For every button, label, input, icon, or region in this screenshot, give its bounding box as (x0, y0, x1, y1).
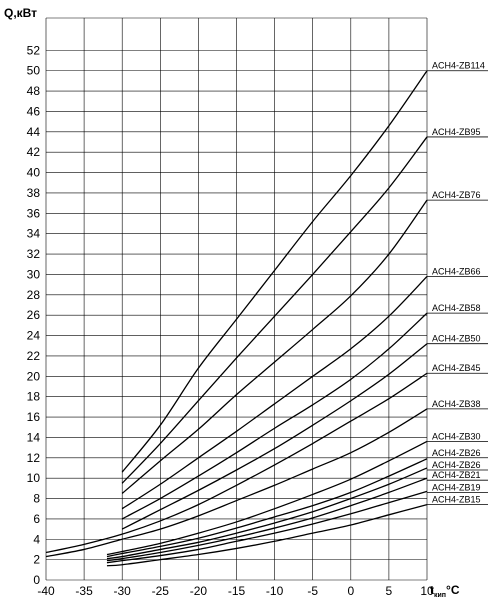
series-label: ACH4-ZB38 (432, 399, 481, 409)
x-tick-label: -30 (114, 584, 132, 598)
x-tick-label: -5 (307, 584, 318, 598)
y-tick-label: 6 (33, 512, 40, 526)
y-tick-label: 10 (27, 471, 41, 485)
y-tick-label: 48 (27, 84, 41, 98)
y-tick-label: 28 (27, 288, 41, 302)
y-tick-label: 12 (27, 451, 41, 465)
x-tick-label: -15 (228, 584, 246, 598)
series-label: ACH4-ZB45 (432, 363, 481, 373)
y-tick-label: 52 (27, 43, 41, 57)
x-axis-symbol: t (430, 583, 434, 597)
series-label: ACH4-ZB66 (432, 266, 481, 276)
series-line-ach4-zb15 (106, 504, 428, 567)
y-tick-label: 18 (27, 390, 41, 404)
x-tick-label: 0 (347, 584, 354, 598)
x-axis-subscript: кип (434, 592, 446, 599)
series-line-ach4-zb66 (121, 276, 428, 510)
y-tick-label: 50 (27, 64, 41, 78)
y-tick-label: 26 (27, 308, 41, 322)
x-tick-label: 10 (420, 584, 434, 598)
series-line-ach4-zb95 (121, 136, 428, 484)
series-label: ACH4-ZB58 (432, 303, 481, 313)
y-tick-label: 42 (27, 145, 41, 159)
series-line-ach4-zb58 (121, 312, 428, 520)
x-axis-title: tкип°C (430, 583, 460, 599)
series-line-ach4-zb76 (121, 199, 428, 494)
grid (45, 17, 428, 581)
series-line-ach4-zb38 (45, 408, 428, 558)
series-line-ach4-zb19 (106, 490, 428, 564)
y-tick-label: 38 (27, 186, 41, 200)
y-tick-label: 4 (33, 532, 40, 546)
series-label: ACH4-ZB76 (432, 190, 481, 200)
series-labels: ACH4-ZB114 ACH4-ZB95 ACH4-ZB76 ACH4-ZB66 ACH… (427, 61, 488, 506)
x-tick-label: -25 (152, 584, 170, 598)
y-tick-label: 0 (33, 573, 40, 587)
series-line-ach4-zb45 (45, 372, 428, 554)
series-line-ach4-zb26 (106, 467, 428, 560)
x-tick-label: -10 (266, 584, 284, 598)
y-tick-label: 40 (27, 166, 41, 180)
series-label: ACH4-ZB50 (432, 334, 481, 344)
y-tick-label: 32 (27, 247, 41, 261)
series-label: ACH4-ZB30 (432, 431, 481, 441)
x-tick-label: 5 (386, 584, 393, 598)
y-tick-label: 24 (27, 329, 41, 343)
x-axis-unit: °C (446, 583, 460, 597)
series-label: ACH4-ZB21 (432, 470, 481, 480)
y-tick-label: 16 (27, 410, 41, 424)
y-tick-label: 8 (33, 492, 40, 506)
series-line-ach4-zb50 (121, 343, 428, 530)
series-label: ACH4-ZB114 (432, 61, 485, 71)
y-tick-label: 20 (27, 369, 41, 383)
series-label: ACH4-ZB19 (432, 482, 481, 492)
y-tick-label: 46 (27, 104, 41, 118)
x-tick-label: -35 (75, 584, 93, 598)
y-tick-label: 30 (27, 267, 41, 281)
series-line-ach4-zb114 (121, 70, 428, 473)
series-label: ACH4-ZB95 (432, 127, 481, 137)
series-line-ach4-zb21 (106, 477, 428, 562)
y-tick-label: 22 (27, 349, 41, 363)
y-tick-label: 14 (27, 430, 41, 444)
series-line-ach4-zb30 (106, 440, 428, 556)
y-tick-label: 44 (27, 125, 41, 139)
y-axis-title: Q,кВт (4, 6, 37, 20)
tick-labels: -40 -35 -30 -25 -20 -15 -10 -5 0 5 100246810121416… (27, 43, 434, 598)
series-curves (45, 70, 428, 567)
y-tick-label: 36 (27, 206, 41, 220)
series-line-ach4-zb26 (106, 458, 428, 558)
x-tick-label: -20 (190, 584, 208, 598)
y-tick-label: 34 (27, 227, 41, 241)
y-tick-label: 2 (33, 553, 40, 567)
series-label: ACH4-ZB15 (432, 495, 481, 505)
x-tick-label: -40 (37, 584, 55, 598)
series-label: ACH4-ZB26 (432, 460, 481, 470)
series-label: ACH4-ZB26 (432, 448, 481, 458)
